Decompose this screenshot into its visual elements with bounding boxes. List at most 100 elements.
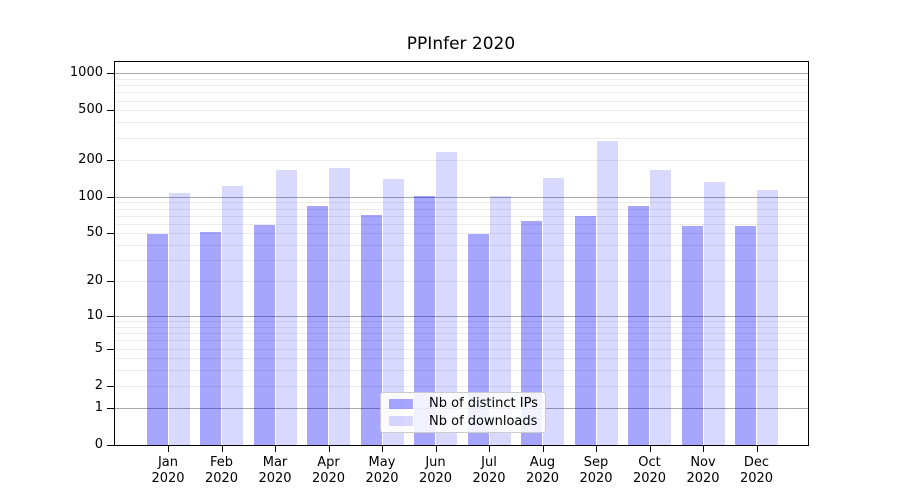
bar-distinct-ips-sep bbox=[574, 216, 596, 445]
legend-swatch-distinct-ips bbox=[389, 398, 413, 409]
gridline-2 bbox=[115, 385, 808, 387]
gridline-200 bbox=[115, 159, 808, 161]
y-tick-mark-0 bbox=[107, 445, 114, 446]
gridline-4 bbox=[115, 358, 808, 360]
y-tick-label-10: 10 bbox=[86, 307, 103, 323]
gridline-3 bbox=[115, 370, 808, 372]
gridline-40 bbox=[115, 245, 808, 247]
x-tick-mark-feb bbox=[221, 446, 223, 452]
x-tick-mark-jul bbox=[489, 446, 490, 452]
gridline-9 bbox=[115, 321, 808, 323]
y-tick-mark-200 bbox=[107, 159, 114, 161]
x-tick-label-apr: Apr 2020 bbox=[311, 455, 346, 486]
gridline-900 bbox=[115, 78, 808, 80]
y-tick-label-5: 5 bbox=[94, 340, 103, 356]
x-tick-mark-oct bbox=[649, 446, 651, 452]
gridline-800 bbox=[115, 85, 808, 87]
gridline-70 bbox=[115, 215, 808, 217]
x-tick-label-jan: Jan 2020 bbox=[151, 455, 185, 486]
y-tick-label-100: 100 bbox=[78, 188, 103, 204]
gridline-7 bbox=[115, 333, 808, 335]
bar-downloads-jul bbox=[489, 195, 511, 445]
bar-distinct-ips-mar bbox=[253, 224, 275, 445]
legend-label-distinct-ips: Nb of distinct IPs bbox=[429, 396, 538, 412]
y-tick-label-50: 50 bbox=[86, 225, 103, 241]
y-tick-label-500: 500 bbox=[78, 102, 103, 118]
gridline-30 bbox=[115, 260, 808, 262]
y-tick-mark-20 bbox=[107, 281, 114, 283]
y-tick-mark-2 bbox=[107, 385, 114, 387]
bar-downloads-sep bbox=[596, 141, 618, 445]
y-tick-label-1: 1 bbox=[94, 399, 103, 415]
y-tick-mark-10 bbox=[107, 315, 114, 317]
x-tick-label-nov: Nov 2020 bbox=[686, 455, 720, 486]
gridline-8 bbox=[115, 326, 808, 328]
x-tick-label-may: May 2020 bbox=[365, 455, 399, 486]
x-tick-label-oct: Oct 2020 bbox=[632, 455, 667, 486]
y-tick-mark-500 bbox=[107, 110, 114, 112]
y-tick-label-1000: 1000 bbox=[69, 65, 103, 81]
legend-label-downloads: Nb of downloads bbox=[429, 413, 538, 429]
bar-downloads-apr bbox=[329, 167, 350, 445]
gridline-20 bbox=[115, 281, 808, 283]
y-tick-label-200: 200 bbox=[78, 151, 103, 167]
x-tick-mark-apr bbox=[328, 446, 330, 452]
bar-distinct-ips-oct bbox=[628, 205, 649, 445]
gridline-90 bbox=[115, 202, 808, 204]
bar-distinct-ips-apr bbox=[307, 205, 328, 445]
gridline-700 bbox=[115, 92, 808, 94]
gridline-500 bbox=[115, 110, 808, 112]
plot-area: Nb of distinct IPs Nb of downloads bbox=[114, 61, 809, 446]
bar-downloads-oct bbox=[650, 170, 671, 445]
legend-swatch-downloads bbox=[389, 416, 413, 427]
x-tick-label-sep: Sep 2020 bbox=[579, 455, 613, 486]
bar-downloads-nov bbox=[703, 182, 725, 445]
bar-distinct-ips-nov bbox=[681, 225, 703, 445]
x-tick-mark-dec bbox=[756, 446, 758, 452]
gridline-300 bbox=[115, 137, 808, 139]
y-tick-mark-1000 bbox=[107, 73, 114, 75]
gridline-100 bbox=[115, 196, 808, 198]
y-tick-mark-5 bbox=[107, 348, 114, 350]
bar-downloads-jun bbox=[436, 151, 457, 445]
gridline-80 bbox=[115, 208, 808, 210]
x-tick-mark-nov bbox=[703, 446, 704, 452]
gridline-50 bbox=[115, 233, 808, 235]
gridline-60 bbox=[115, 223, 808, 225]
x-tick-label-mar: Mar 2020 bbox=[258, 455, 292, 486]
gridline-10 bbox=[115, 315, 808, 317]
gridline-5 bbox=[115, 348, 808, 350]
bar-distinct-ips-jun bbox=[414, 196, 435, 445]
x-tick-label-dec: Dec 2020 bbox=[739, 455, 774, 486]
gridline-1000 bbox=[115, 73, 808, 75]
bar-distinct-ips-jan bbox=[146, 234, 168, 445]
x-tick-mark-jun bbox=[435, 446, 437, 452]
y-tick-mark-50 bbox=[107, 233, 114, 235]
legend-item-downloads: Nb of downloads bbox=[389, 413, 537, 431]
bar-distinct-ips-dec bbox=[735, 226, 756, 445]
x-tick-label-jun: Jun 2020 bbox=[418, 455, 453, 486]
y-tick-label-2: 2 bbox=[94, 377, 103, 393]
chart-title: PPInfer 2020 bbox=[406, 34, 516, 54]
x-tick-mark-sep bbox=[596, 446, 597, 452]
legend: Nb of distinct IPs Nb of downloads bbox=[380, 392, 546, 433]
x-tick-mark-jan bbox=[168, 446, 169, 452]
y-tick-mark-100 bbox=[107, 196, 114, 198]
legend-item-distinct-ips: Nb of distinct IPs bbox=[389, 395, 538, 413]
bar-downloads-may bbox=[382, 179, 404, 445]
bar-distinct-ips-may bbox=[360, 214, 382, 445]
gridline-600 bbox=[115, 100, 808, 102]
gridline-6 bbox=[115, 340, 808, 342]
bar-downloads-mar bbox=[275, 170, 297, 445]
bar-downloads-dec bbox=[757, 189, 778, 445]
x-tick-label-jul: Jul 2020 bbox=[472, 455, 506, 486]
y-tick-mark-1 bbox=[107, 407, 114, 409]
bar-downloads-feb bbox=[222, 186, 243, 445]
x-tick-label-feb: Feb 2020 bbox=[204, 455, 239, 486]
bar-distinct-ips-feb bbox=[200, 232, 221, 445]
bar-distinct-ips-aug bbox=[521, 221, 542, 445]
x-tick-mark-aug bbox=[542, 446, 544, 452]
x-tick-mark-may bbox=[382, 446, 383, 452]
x-tick-mark-mar bbox=[275, 446, 276, 452]
